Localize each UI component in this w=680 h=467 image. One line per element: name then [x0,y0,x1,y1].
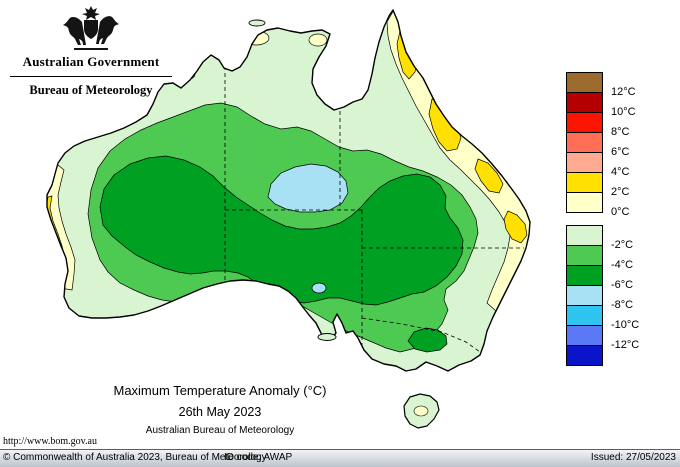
state-borders [224,66,524,353]
legend-label: -10°C [611,319,640,331]
legend-swatch [566,265,603,286]
legend-label: 2°C [611,186,630,198]
region-cream-gove [308,33,328,47]
legend-label: 10°C [611,106,636,118]
region-green-victoria [407,327,448,353]
region-yellow-qld-coast-3 [503,210,528,244]
legend-swatch [566,225,603,246]
government-title: Australian Government [10,54,172,77]
legend-swatch [566,305,603,326]
legend-negative-stack [566,225,676,366]
legend-swatch [566,92,603,113]
coat-of-arms [63,6,119,50]
legend-swatch [566,132,603,153]
legend-swatch [566,285,603,306]
legend-label: 0°C [611,206,630,218]
legend: 12°C 10°C 8°C 6°C 4°C 2°C 0°C -2°C -4°C … [566,72,676,366]
caption-date: 26th May 2023 [178,405,262,419]
legend-label: -6°C [611,279,634,291]
legend-label: -2°C [611,239,634,251]
region-cream-tasmania [413,405,429,417]
footer-bar: © Commonwealth of Australia 2023, Bureau… [0,449,680,467]
region-pale-blue-spot [311,282,327,294]
caption-org: Australian Bureau of Meteorology [145,425,295,436]
legend-label: -8°C [611,299,634,311]
legend-swatch [566,192,603,213]
header: Australian Government Bureau of Meteorol… [10,5,172,98]
legend-swatch [566,72,603,93]
region-cream-kimberley [176,67,196,81]
legend-label: 8°C [611,126,630,138]
kangaroo-island [317,333,337,341]
bureau-title: Bureau of Meteorology [29,83,153,97]
legend-label: -4°C [611,259,634,271]
legend-swatch [566,345,603,366]
legend-label: 6°C [611,146,630,158]
legend-label: 12°C [611,86,636,98]
map-caption: Maximum Temperature Anomaly (°C) 26th Ma… [0,383,440,436]
legend-swatch [566,245,603,266]
caption-title: Maximum Temperature Anomaly (°C) [113,383,327,398]
id-code-text: ID code: AWAP [224,452,293,463]
legend-swatch [566,325,603,346]
legend-swatch [566,112,603,133]
copyright-text: © Commonwealth of Australia 2023, Bureau… [3,452,267,463]
region-yellow-qld-coast-2 [474,158,504,194]
region-pale-blue-central [267,163,349,213]
legend-label: 4°C [611,166,630,178]
legend-swatch [566,172,603,193]
region-green-belt [99,155,464,306]
legend-label: -12°C [611,339,640,351]
tiwi-islands [248,19,266,27]
issued-text: Issued: 27/05/2023 [590,452,676,463]
legend-positive-stack [566,72,676,213]
url-text: http://www.bom.gov.au [3,436,97,447]
legend-swatch [566,152,603,173]
australia-coastline [46,9,531,372]
